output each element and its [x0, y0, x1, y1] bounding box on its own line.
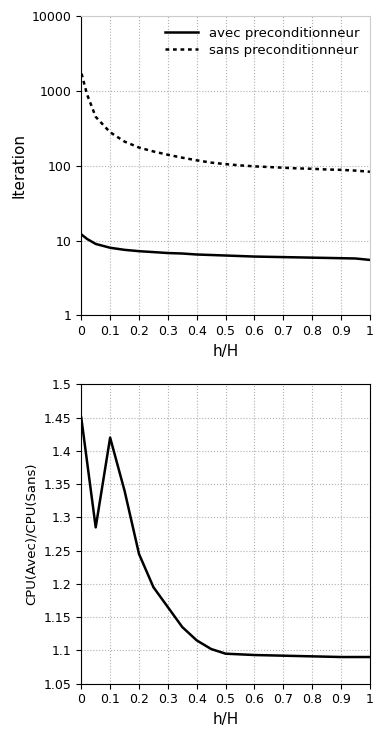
avec preconditionneur	[281, 252, 286, 261]
avec preconditionneur	[223, 251, 228, 260]
sans preconditionneur	[166, 151, 170, 159]
X-axis label: h/H: h/H	[213, 344, 239, 359]
sans preconditionneur	[310, 165, 315, 173]
sans preconditionneur	[324, 165, 329, 174]
sans preconditionneur	[79, 69, 84, 78]
avec preconditionneur	[79, 230, 84, 239]
avec preconditionneur	[166, 249, 170, 258]
X-axis label: h/H: h/H	[213, 712, 239, 727]
sans preconditionneur	[194, 156, 199, 165]
avec preconditionneur	[94, 240, 98, 249]
Legend: avec preconditionneur, sans preconditionneur: avec preconditionneur, sans precondition…	[161, 23, 363, 61]
sans preconditionneur	[252, 162, 257, 170]
avec preconditionneur	[108, 244, 112, 252]
sans preconditionneur	[108, 128, 112, 137]
sans preconditionneur	[266, 162, 271, 171]
avec preconditionneur	[194, 250, 199, 259]
avec preconditionneur	[180, 249, 185, 258]
sans preconditionneur	[295, 164, 300, 173]
avec preconditionneur	[122, 246, 127, 255]
sans preconditionneur	[137, 143, 141, 152]
sans preconditionneur	[122, 137, 127, 146]
sans preconditionneur	[209, 158, 214, 167]
avec preconditionneur	[238, 252, 242, 261]
avec preconditionneur	[151, 248, 156, 257]
avec preconditionneur	[368, 255, 372, 264]
avec preconditionneur	[209, 251, 214, 260]
avec preconditionneur	[339, 254, 343, 263]
avec preconditionneur	[353, 254, 358, 263]
sans preconditionneur	[94, 112, 98, 121]
sans preconditionneur	[339, 165, 343, 174]
sans preconditionneur	[368, 168, 372, 176]
sans preconditionneur	[281, 163, 286, 172]
Line: sans preconditionneur: sans preconditionneur	[82, 74, 370, 172]
Line: avec preconditionneur: avec preconditionneur	[82, 235, 370, 260]
sans preconditionneur	[238, 161, 242, 170]
avec preconditionneur	[324, 253, 329, 262]
avec preconditionneur	[137, 246, 141, 255]
Y-axis label: Iteration: Iteration	[11, 133, 26, 199]
avec preconditionneur	[310, 253, 315, 262]
Y-axis label: CPU(Avec)/CPU(Sans): CPU(Avec)/CPU(Sans)	[25, 463, 38, 605]
sans preconditionneur	[353, 166, 358, 175]
avec preconditionneur	[295, 253, 300, 262]
sans preconditionneur	[85, 90, 89, 99]
sans preconditionneur	[151, 147, 156, 156]
avec preconditionneur	[266, 252, 271, 261]
avec preconditionneur	[85, 235, 89, 244]
sans preconditionneur	[223, 159, 228, 168]
sans preconditionneur	[180, 154, 185, 162]
avec preconditionneur	[252, 252, 257, 261]
